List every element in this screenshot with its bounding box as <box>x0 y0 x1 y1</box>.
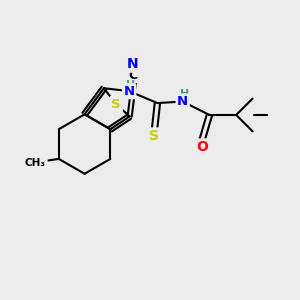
Text: O: O <box>196 140 208 154</box>
Text: C: C <box>128 69 137 82</box>
Text: N: N <box>124 85 135 98</box>
Text: CH₃: CH₃ <box>25 158 46 168</box>
Text: S: S <box>111 98 121 111</box>
Text: H: H <box>126 80 135 90</box>
Text: S: S <box>149 129 160 143</box>
Text: N: N <box>127 57 139 71</box>
Text: H: H <box>180 88 189 98</box>
Text: N: N <box>177 95 188 108</box>
